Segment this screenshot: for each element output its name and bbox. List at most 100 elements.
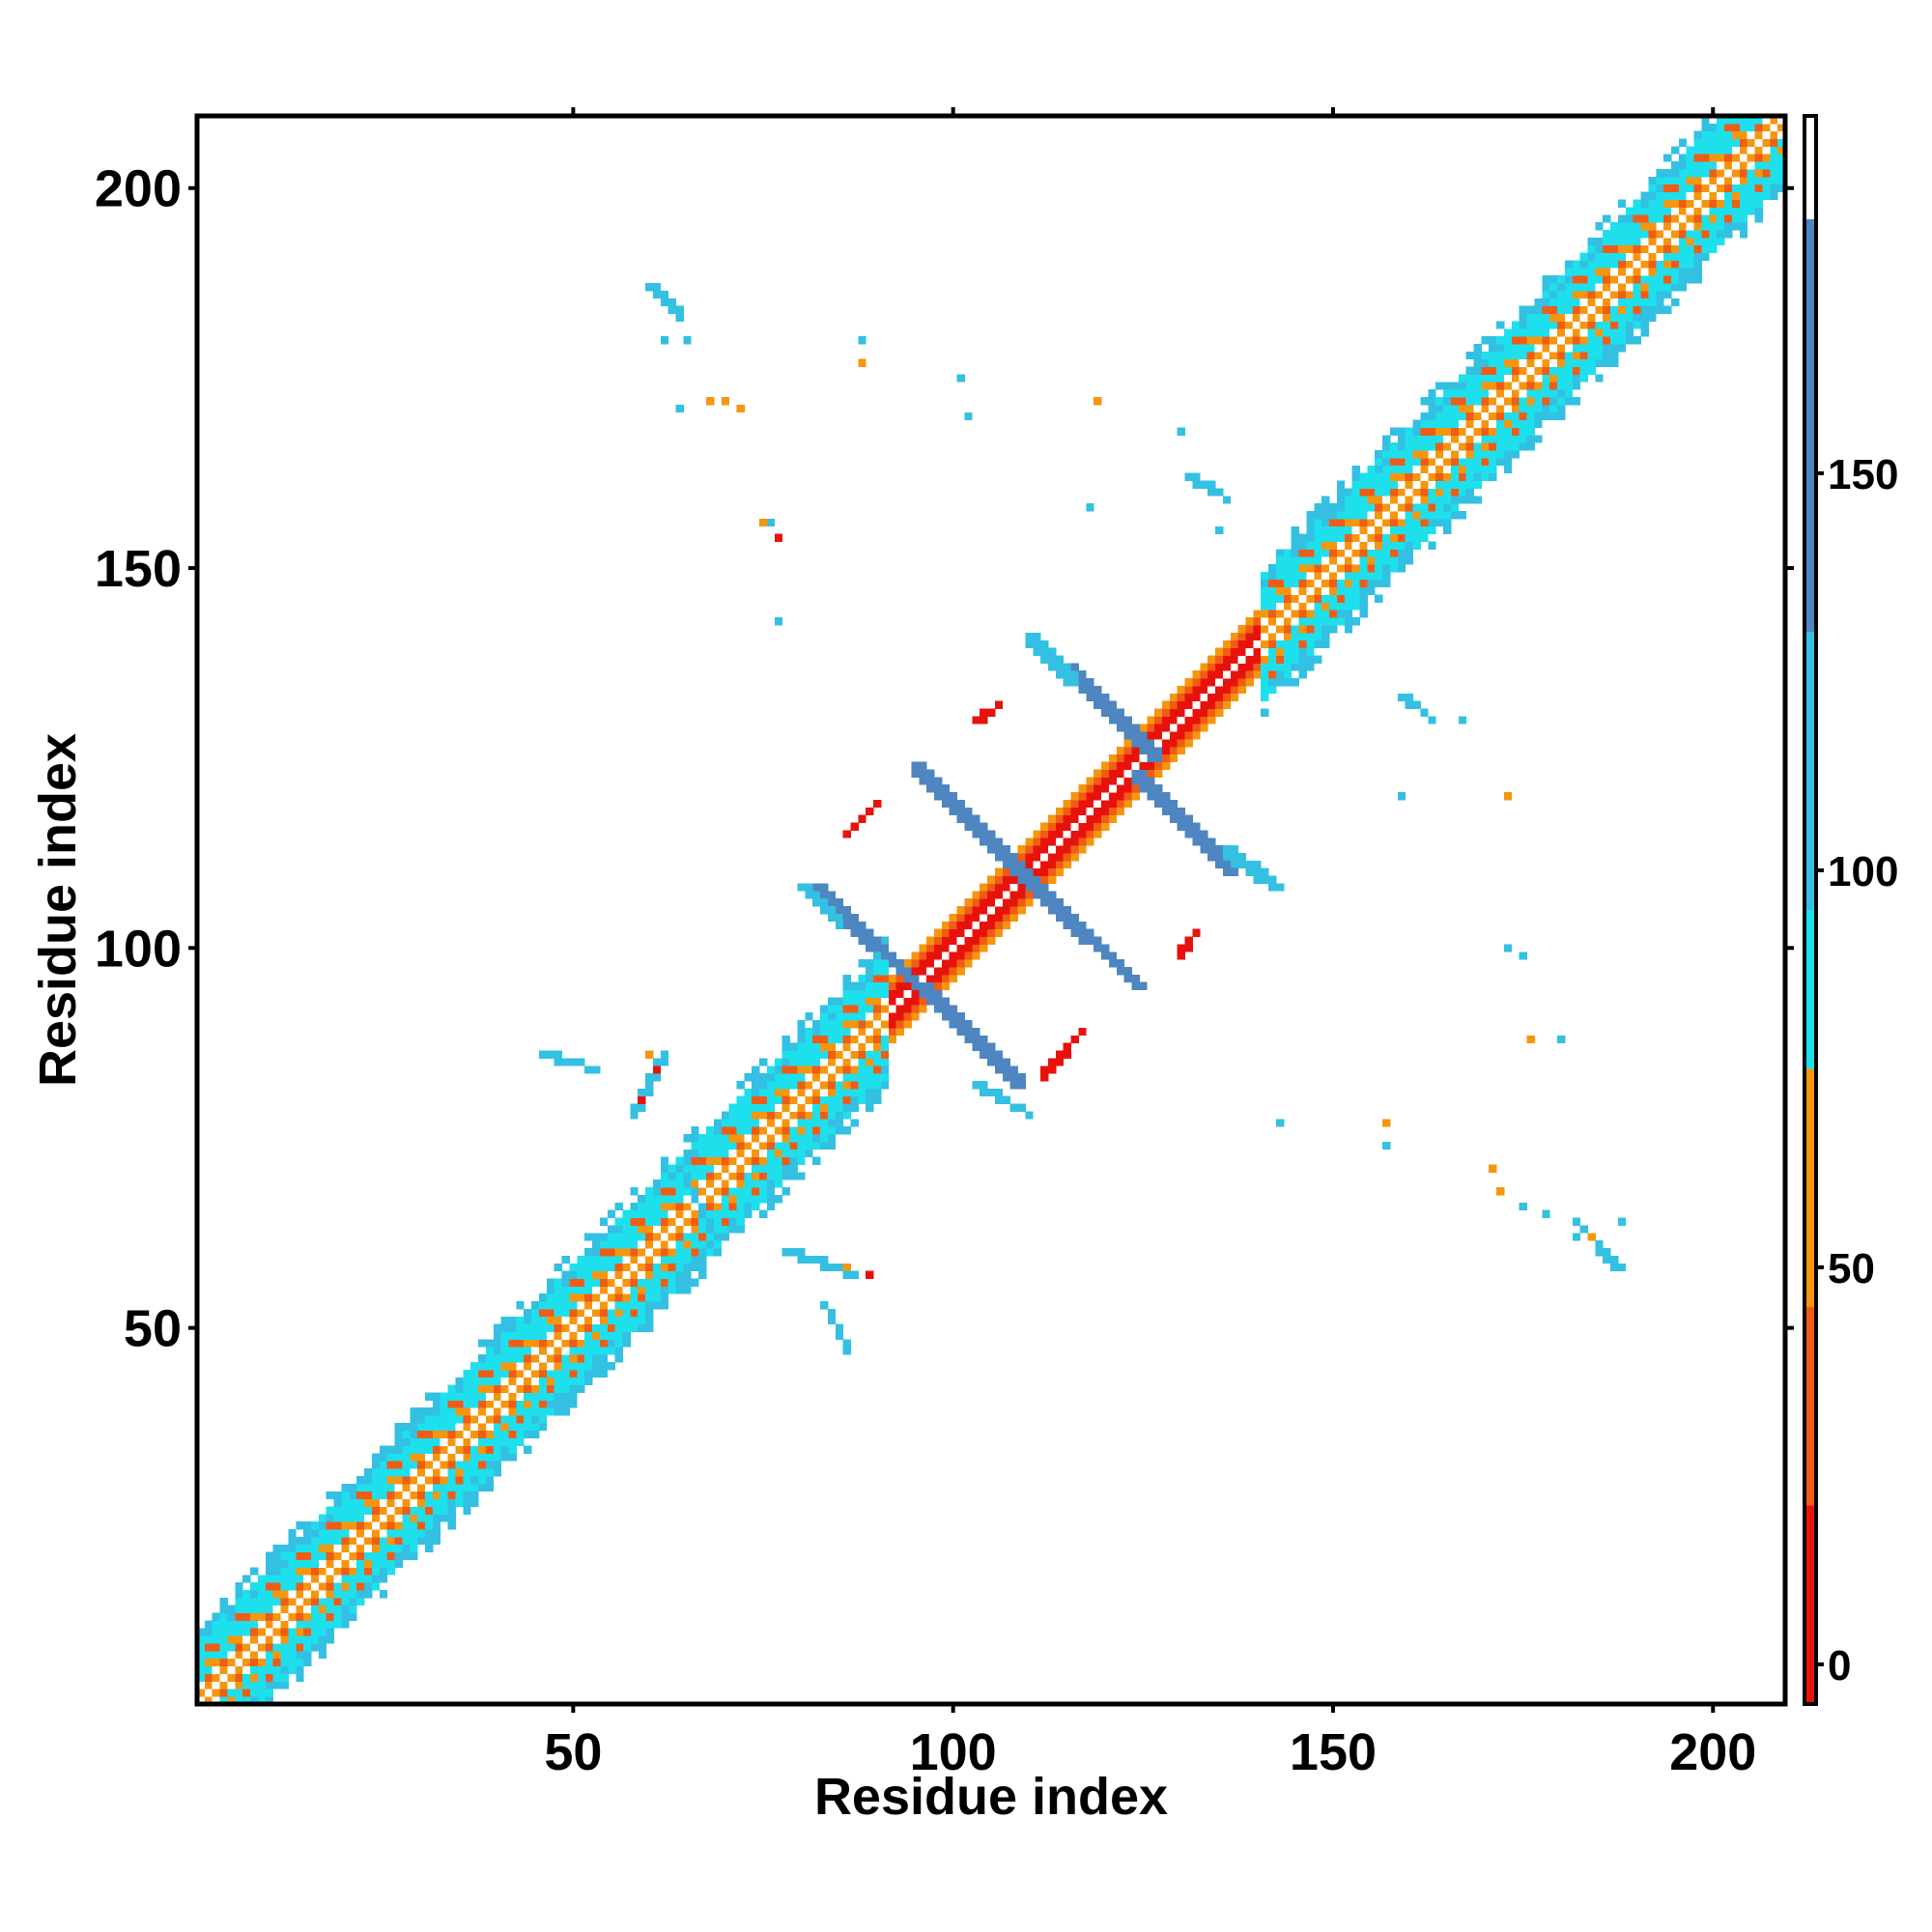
heatmap-cell — [1603, 214, 1611, 223]
heatmap-cell — [296, 1605, 304, 1614]
heatmap-cell — [895, 989, 904, 998]
heatmap-cell — [1458, 488, 1467, 497]
heatmap-cell — [310, 1536, 320, 1546]
heatmap-cell — [752, 1172, 760, 1180]
heatmap-cell — [652, 1240, 662, 1249]
heatmap-cell — [1161, 700, 1171, 709]
heatmap-cell — [1549, 321, 1558, 329]
heatmap-cell — [432, 1407, 441, 1416]
heatmap-cell — [303, 1597, 312, 1606]
heatmap-cell — [638, 1323, 646, 1332]
heatmap-cell — [524, 1415, 532, 1424]
heatmap-cell — [1177, 716, 1185, 724]
heatmap-cell — [1017, 1103, 1026, 1112]
heatmap-cell — [432, 1400, 441, 1408]
heatmap-cell — [371, 1544, 381, 1553]
heatmap-cell — [638, 1301, 646, 1310]
heatmap-cell — [524, 1362, 532, 1371]
heatmap-cell — [1663, 207, 1672, 215]
heatmap-cell — [1359, 549, 1368, 557]
heatmap-cell — [842, 913, 851, 923]
heatmap-cell — [630, 1187, 639, 1196]
heatmap-cell — [675, 1240, 684, 1249]
heatmap-cell — [1397, 435, 1406, 443]
heatmap-cell — [1754, 169, 1763, 178]
heatmap-cell — [1359, 526, 1368, 535]
heatmap-cell — [895, 997, 904, 1006]
heatmap-cell — [1291, 678, 1299, 687]
heatmap-cell — [272, 1544, 281, 1553]
heatmap-cell — [1709, 161, 1718, 170]
heatmap-cell — [318, 1620, 327, 1629]
heatmap-cell — [1078, 799, 1087, 809]
heatmap-cell — [660, 1202, 669, 1211]
heatmap-cell — [204, 1620, 213, 1629]
heatmap-cell — [774, 1058, 783, 1066]
heatmap-cell — [280, 1544, 289, 1553]
heatmap-cell — [888, 981, 897, 990]
heatmap-cell — [417, 1453, 426, 1462]
heatmap-cell — [835, 1073, 844, 1082]
heatmap-cell — [1534, 374, 1543, 383]
heatmap-cell — [1648, 268, 1657, 276]
heatmap-cell — [424, 1544, 434, 1553]
heatmap-cell — [1321, 594, 1330, 603]
heatmap-cell — [675, 1278, 684, 1287]
heatmap-cell — [1549, 358, 1558, 367]
heatmap-cell — [470, 1453, 479, 1462]
heatmap-cell — [1762, 184, 1771, 193]
heatmap-cell — [752, 1126, 760, 1135]
heatmap-cell — [630, 1202, 639, 1211]
heatmap-cell — [1161, 753, 1171, 763]
heatmap-cell — [1329, 533, 1338, 542]
heatmap-cell — [1298, 556, 1307, 565]
heatmap-cell — [1428, 541, 1436, 550]
heatmap-cell — [280, 1551, 289, 1560]
heatmap-cell — [538, 1293, 548, 1302]
heatmap-cell — [1428, 496, 1436, 504]
heatmap-cell — [1253, 639, 1262, 649]
heatmap-cell — [1557, 397, 1566, 406]
heatmap-cell — [1101, 693, 1110, 702]
heatmap-cell — [242, 1665, 251, 1674]
heatmap-cell — [1503, 457, 1513, 467]
heatmap-cell — [1709, 222, 1718, 231]
heatmap-cell — [903, 997, 912, 1006]
heatmap-cell — [577, 1301, 585, 1310]
heatmap-cell — [1640, 252, 1649, 261]
heatmap-cell — [1610, 252, 1619, 261]
heatmap-cell — [212, 1612, 220, 1621]
heatmap-cell — [1542, 275, 1550, 284]
heatmap-cell — [1375, 503, 1383, 512]
heatmap-cell — [820, 1119, 829, 1127]
heatmap-cell — [1375, 594, 1383, 603]
heatmap-cell — [212, 1696, 220, 1705]
heatmap-cell — [1397, 518, 1406, 527]
heatmap-cell — [934, 974, 943, 983]
heatmap-cell — [805, 1012, 813, 1021]
heatmap-cell — [1344, 503, 1353, 512]
heatmap-cell — [888, 1027, 897, 1037]
heatmap-cell — [1389, 442, 1399, 451]
heatmap-cell — [820, 1111, 829, 1120]
heatmap-cell — [1496, 343, 1505, 353]
heatmap-cell — [880, 936, 890, 945]
heatmap-cell — [736, 1119, 745, 1127]
heatmap-cell — [752, 1141, 760, 1151]
heatmap-cell — [1215, 853, 1224, 862]
heatmap-cell — [1465, 472, 1474, 481]
heatmap-cell — [296, 1536, 304, 1546]
heatmap-cell — [835, 1088, 844, 1097]
heatmap-cell — [797, 1080, 806, 1090]
heatmap-cell — [561, 1278, 570, 1287]
heatmap-cell — [759, 1126, 768, 1135]
heatmap-cell — [675, 1194, 684, 1204]
heatmap-cell — [1671, 184, 1680, 193]
heatmap-cell — [941, 928, 951, 937]
heatmap-cell — [318, 1650, 327, 1660]
heatmap-cell — [645, 1248, 654, 1257]
heatmap-cell — [1086, 693, 1094, 702]
heatmap-cell — [349, 1491, 357, 1500]
heatmap-cell — [1503, 374, 1513, 383]
heatmap-cell — [463, 1392, 471, 1401]
